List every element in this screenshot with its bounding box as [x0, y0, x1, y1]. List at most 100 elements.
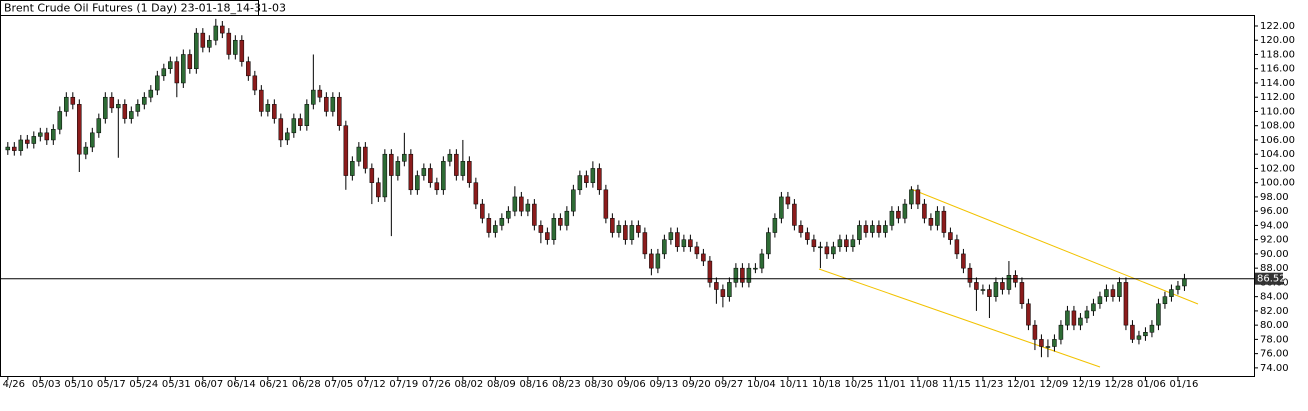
- candle-body: [96, 118, 102, 134]
- candle-body: [220, 25, 225, 34]
- candle-body: [363, 146, 368, 169]
- candle-body: [233, 39, 238, 55]
- x-tick-label: 4/26: [3, 379, 25, 390]
- candle-body: [954, 239, 960, 255]
- candle-body: [434, 182, 440, 191]
- x-tick-label: 07/19: [389, 379, 418, 390]
- candle-body: [441, 161, 446, 191]
- candle-body: [1045, 346, 1051, 348]
- candle-body: [961, 253, 966, 269]
- candle-body: [252, 75, 258, 91]
- x-tick-label: 05/10: [64, 379, 93, 390]
- candle-body: [1123, 282, 1129, 326]
- candle-body: [25, 139, 30, 144]
- candle-body: [5, 146, 11, 151]
- candle-body: [727, 282, 732, 297]
- candle-body: [512, 196, 518, 212]
- candle-body: [642, 232, 648, 255]
- candle-body: [51, 129, 56, 141]
- candle-body: [1000, 282, 1005, 290]
- candle-body: [70, 96, 76, 105]
- candle-body: [1175, 285, 1181, 290]
- candle-body: [278, 118, 284, 141]
- candle-body: [980, 289, 986, 291]
- y-tick-label: 112.00: [1260, 92, 1295, 103]
- candle-body: [454, 153, 459, 176]
- candle-body: [174, 61, 180, 84]
- x-tick-label: 08/30: [584, 379, 613, 390]
- candle-body: [571, 189, 576, 212]
- candle-body: [285, 132, 290, 141]
- x-tick-label: 08/23: [552, 379, 581, 390]
- candle-body: [142, 96, 147, 105]
- y-tick-label: 88.00: [1260, 263, 1289, 274]
- candle-body: [564, 210, 570, 226]
- candle-body: [1071, 310, 1077, 326]
- candle-body: [876, 225, 882, 233]
- candle-body: [116, 104, 121, 109]
- y-tick-label: 98.00: [1260, 192, 1289, 203]
- channel-upper: [910, 188, 1199, 305]
- candle-body: [1162, 296, 1168, 305]
- x-tick-label: 09/20: [682, 379, 711, 390]
- candle-body: [486, 218, 492, 233]
- candle-body: [967, 267, 973, 283]
- candle-body: [12, 146, 17, 151]
- candle-body: [863, 225, 869, 233]
- y-tick-label: 90.00: [1260, 249, 1289, 260]
- candle-body: [480, 203, 485, 219]
- candle-body: [551, 218, 557, 240]
- candle-body: [447, 153, 453, 162]
- candle-body: [90, 132, 95, 148]
- candle-body: [779, 196, 784, 219]
- candle-body: [194, 32, 199, 69]
- candle-body: [792, 203, 797, 226]
- x-tick-label: 10/25: [844, 379, 873, 390]
- y-tick-label: 114.00: [1260, 78, 1295, 89]
- candle-body: [941, 210, 947, 233]
- candle-body: [298, 118, 303, 126]
- candle-body: [558, 218, 563, 226]
- candle-body: [31, 136, 37, 144]
- candle-body: [259, 89, 264, 112]
- candle-body: [1182, 278, 1187, 287]
- candle-body: [753, 267, 758, 270]
- candle-body: [395, 161, 401, 176]
- candle-body: [935, 210, 940, 226]
- x-tick-label: 09/27: [714, 379, 743, 390]
- channel-lower: [818, 268, 1101, 368]
- candle-body: [831, 246, 836, 255]
- x-tick-label: 05/31: [162, 379, 191, 390]
- candle-body: [681, 239, 687, 248]
- candle-body: [525, 203, 531, 212]
- candle-body: [1130, 324, 1135, 340]
- last-price-label: 86.52: [1257, 274, 1286, 285]
- x-tick-label: 05/03: [32, 379, 61, 390]
- candle-body: [805, 232, 810, 240]
- candle-body: [1084, 310, 1090, 319]
- candle-body: [688, 239, 693, 248]
- candle-body: [103, 96, 108, 119]
- x-tick-label: 06/07: [194, 379, 223, 390]
- y-tick-label: 102.00: [1260, 163, 1295, 174]
- candle-body: [844, 239, 849, 248]
- candle-body: [493, 225, 498, 233]
- x-tick-label: 05/24: [129, 379, 158, 390]
- candle-body: [350, 161, 355, 176]
- candle-body: [974, 282, 979, 290]
- candle-body: [818, 246, 823, 249]
- x-tick-label: 01/06: [1137, 379, 1166, 390]
- y-tick-label: 74.00: [1260, 363, 1289, 374]
- candle-body: [577, 175, 583, 191]
- candle-body: [772, 218, 778, 233]
- candle-body: [922, 203, 927, 219]
- candle-body: [200, 32, 206, 48]
- candle-body: [746, 267, 752, 283]
- y-tick-label: 120.00: [1260, 35, 1295, 46]
- candle-body: [948, 232, 953, 240]
- candle-body: [246, 61, 251, 77]
- y-tick-label: 106.00: [1260, 135, 1295, 146]
- x-tick-label: 10/04: [747, 379, 776, 390]
- x-tick-label: 11/23: [975, 379, 1004, 390]
- candle-body: [1136, 335, 1142, 340]
